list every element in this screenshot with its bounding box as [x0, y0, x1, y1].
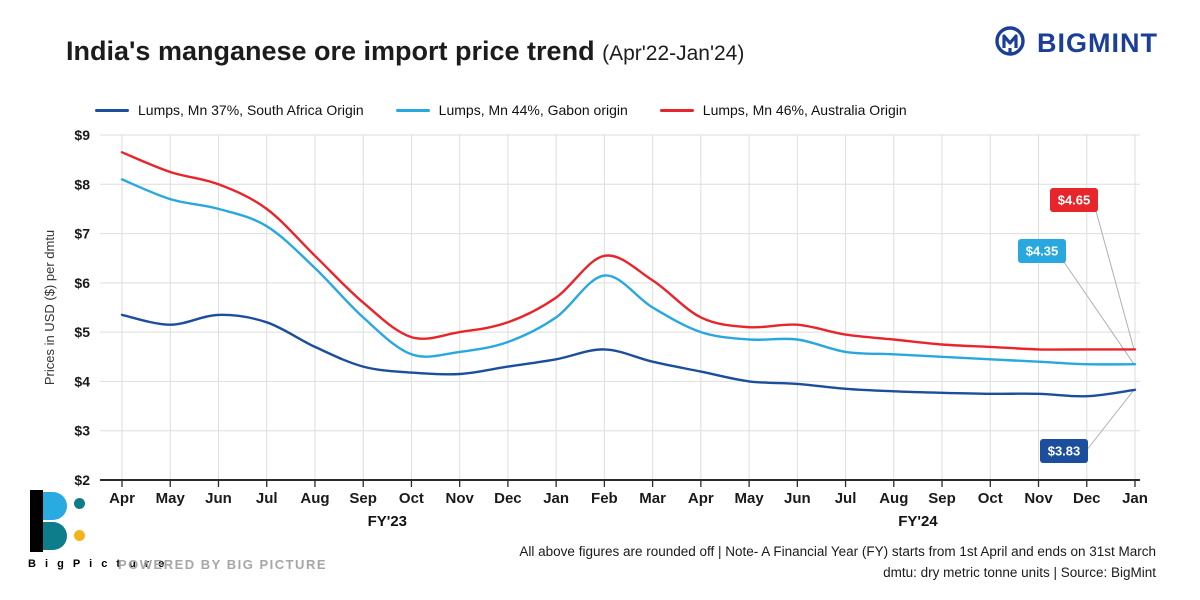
- x-tick-label: Oct: [978, 490, 1003, 507]
- y-tick-label: $9: [74, 127, 90, 143]
- annotation-leader-line: [1063, 261, 1135, 365]
- x-tick-label: Nov: [445, 490, 474, 507]
- bigmint-logo: BIGMINT: [991, 24, 1158, 62]
- big-picture-logo-bar: [30, 490, 43, 552]
- x-tick-label: Apr: [109, 490, 135, 507]
- y-tick-label: $3: [74, 423, 90, 439]
- chart-legend: Lumps, Mn 37%, South Africa Origin Lumps,…: [95, 102, 907, 118]
- annotation-leader-line: [1085, 389, 1135, 452]
- legend-item: Lumps, Mn 46%, Australia Origin: [659, 102, 907, 118]
- legend-swatch: [95, 108, 129, 112]
- legend-label: Lumps, Mn 37%, South Africa Origin: [138, 102, 364, 118]
- annotation-box: [1050, 188, 1098, 212]
- big-picture-logo-lobe-top: [43, 492, 67, 520]
- legend-label: Lumps, Mn 46%, Australia Origin: [702, 102, 907, 118]
- x-tick-label: Jul: [256, 490, 278, 507]
- big-picture-logo: B i g P i c t u r e: [26, 490, 164, 580]
- page-title-main: India's manganese ore import price trend: [66, 36, 595, 66]
- legend-label: Lumps, Mn 44%, Gabon origin: [438, 102, 628, 118]
- annotation-leader-line: [1095, 210, 1135, 350]
- bigmint-icon: [995, 26, 1025, 56]
- x-tick-label: Sep: [349, 490, 377, 507]
- x-tick-label: Mar: [639, 490, 666, 507]
- annotation-label: $4.65: [1058, 193, 1091, 208]
- x-tick-label: Aug: [879, 490, 908, 507]
- footer-note-2: dmtu: dry metric tonne units | Source: B…: [883, 564, 1156, 580]
- annotation-label: $3.83: [1048, 444, 1081, 459]
- x-tick-label: Dec: [494, 490, 522, 507]
- x-tick-label: Nov: [1024, 490, 1053, 507]
- x-tick-label: Dec: [1073, 490, 1101, 507]
- annotation-box: [1040, 439, 1088, 463]
- annotation-label: $4.35: [1026, 244, 1059, 259]
- legend-item: Lumps, Mn 44%, Gabon origin: [395, 102, 628, 118]
- x-tick-label: Oct: [399, 490, 424, 507]
- x-tick-label: Jun: [784, 490, 811, 507]
- footer-note-1: All above figures are rounded off | Note…: [519, 544, 1156, 559]
- legend-item: Lumps, Mn 37%, South Africa Origin: [95, 102, 364, 118]
- y-axis-title: Prices in USD ($) per dmtu: [42, 230, 57, 385]
- big-picture-logo-lobe-bottom: [43, 522, 67, 550]
- page-title-subtitle: (Apr'22-Jan'24): [602, 42, 745, 65]
- series-line: [120, 178, 1137, 366]
- x-tick-label: Jan: [543, 490, 569, 507]
- big-picture-logo-dot-top: [74, 498, 85, 509]
- legend-swatch: [659, 108, 694, 112]
- x-tick-label: Jul: [835, 490, 857, 507]
- x-tick-label: Jan: [1122, 490, 1148, 507]
- x-tick-label: May: [735, 490, 765, 507]
- big-picture-logo-dot-bottom: [74, 530, 85, 541]
- x-tick-label: Apr: [688, 490, 714, 507]
- x-tick-label: Feb: [591, 490, 618, 507]
- y-tick-label: $6: [74, 275, 90, 291]
- series-line: [120, 313, 1137, 398]
- x-tick-label: Jun: [205, 490, 232, 507]
- y-tick-label: $4: [74, 373, 90, 389]
- series-line: [120, 151, 1137, 351]
- y-tick-label: $7: [74, 226, 90, 242]
- x-tick-label: Sep: [928, 490, 956, 507]
- annotation-box: [1018, 239, 1066, 263]
- y-tick-label: $8: [74, 176, 90, 192]
- x-tick-label: May: [156, 490, 186, 507]
- price-trend-chart: $2 $3 $4 $5 $6 $7 $8 $9 Apr May Jun Jul Aug Sep Oct Nov…: [42, 127, 1148, 530]
- page-title: India's manganese ore import price trend…: [66, 36, 744, 67]
- fiscal-year-label: FY'24: [898, 513, 938, 530]
- footer-notes: All above figures are rounded off | Note…: [519, 542, 1156, 584]
- powered-by-text: POWERED BY BIG PICTURE: [118, 557, 328, 572]
- bigmint-wordmark: BIGMINT: [1037, 27, 1158, 58]
- big-picture-logo-text: B i g P i c t u r e: [28, 558, 168, 570]
- x-tick-label: Aug: [300, 490, 329, 507]
- legend-swatch: [395, 108, 430, 112]
- y-tick-label: $5: [74, 324, 90, 340]
- fiscal-year-label: FY'23: [368, 513, 407, 530]
- y-tick-label: $2: [74, 472, 90, 488]
